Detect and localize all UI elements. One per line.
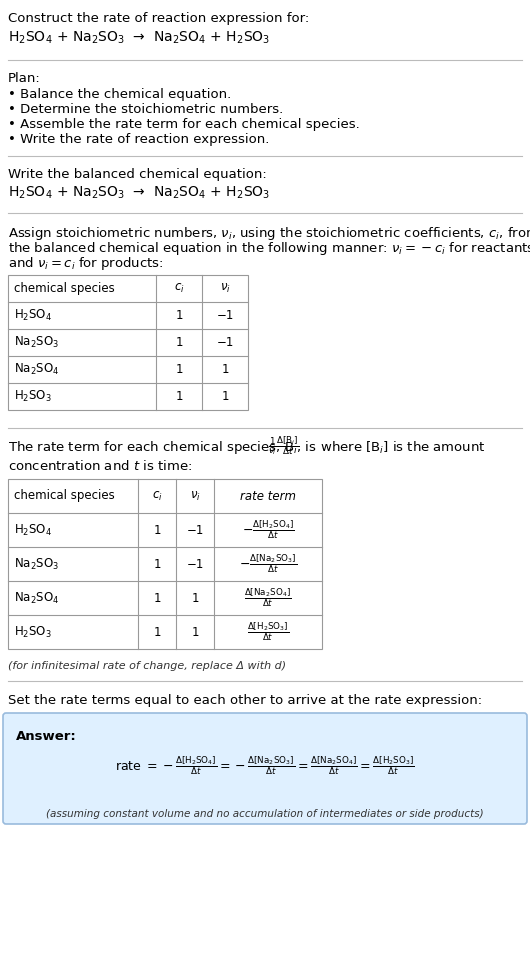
Text: 1: 1 xyxy=(221,363,229,376)
Text: $-\frac{\Delta[\mathrm{H_2SO_4}]}{\Delta t}$: $-\frac{\Delta[\mathrm{H_2SO_4}]}{\Delta… xyxy=(242,518,294,541)
Text: 1: 1 xyxy=(175,309,183,322)
Bar xyxy=(8,275,248,410)
Text: $c_i$: $c_i$ xyxy=(174,282,184,295)
Text: 1: 1 xyxy=(175,390,183,403)
Text: H$_2$SO$_3$: H$_2$SO$_3$ xyxy=(14,624,52,640)
Text: • Write the rate of reaction expression.: • Write the rate of reaction expression. xyxy=(8,133,269,146)
Text: where [B$_i$] is the amount: where [B$_i$] is the amount xyxy=(316,440,485,456)
Text: 1: 1 xyxy=(175,336,183,349)
Text: 1: 1 xyxy=(153,558,161,570)
Text: chemical species: chemical species xyxy=(14,489,115,503)
Text: $\frac{1}{\nu_i}\frac{\Delta[\mathrm{B}_i]}{\Delta t}$: $\frac{1}{\nu_i}\frac{\Delta[\mathrm{B}_… xyxy=(268,434,299,458)
Text: H$_2$SO$_4$ + Na$_2$SO$_3$  →  Na$_2$SO$_4$ + H$_2$SO$_3$: H$_2$SO$_4$ + Na$_2$SO$_3$ → Na$_2$SO$_4… xyxy=(8,185,270,202)
Text: 1: 1 xyxy=(175,363,183,376)
Text: 1: 1 xyxy=(153,523,161,536)
Text: H$_2$SO$_3$: H$_2$SO$_3$ xyxy=(14,389,52,404)
Text: 1: 1 xyxy=(191,592,199,605)
Text: • Determine the stoichiometric numbers.: • Determine the stoichiometric numbers. xyxy=(8,103,283,116)
Text: concentration and $t$ is time:: concentration and $t$ is time: xyxy=(8,459,192,473)
Text: H$_2$SO$_4$ + Na$_2$SO$_3$  →  Na$_2$SO$_4$ + H$_2$SO$_3$: H$_2$SO$_4$ + Na$_2$SO$_3$ → Na$_2$SO$_4… xyxy=(8,30,270,46)
Text: $\frac{\Delta[\mathrm{H_2SO_3}]}{\Delta t}$: $\frac{\Delta[\mathrm{H_2SO_3}]}{\Delta … xyxy=(247,620,289,643)
Text: rate term: rate term xyxy=(240,489,296,503)
Text: Construct the rate of reaction expression for:: Construct the rate of reaction expressio… xyxy=(8,12,309,25)
Text: H$_2$SO$_4$: H$_2$SO$_4$ xyxy=(14,522,52,538)
Text: $\frac{\Delta[\mathrm{Na_2SO_4}]}{\Delta t}$: $\frac{\Delta[\mathrm{Na_2SO_4}]}{\Delta… xyxy=(244,587,292,610)
Text: −1: −1 xyxy=(187,558,204,570)
Text: Na$_2$SO$_3$: Na$_2$SO$_3$ xyxy=(14,557,59,571)
Text: 1: 1 xyxy=(153,592,161,605)
Text: Answer:: Answer: xyxy=(16,730,77,743)
Text: Set the rate terms equal to each other to arrive at the rate expression:: Set the rate terms equal to each other t… xyxy=(8,694,482,707)
Text: Plan:: Plan: xyxy=(8,72,41,85)
Bar xyxy=(8,479,322,649)
Text: the balanced chemical equation in the following manner: $\nu_i = -c_i$ for react: the balanced chemical equation in the fo… xyxy=(8,240,530,257)
Text: $\nu_i$: $\nu_i$ xyxy=(190,489,200,503)
Text: • Balance the chemical equation.: • Balance the chemical equation. xyxy=(8,88,231,101)
Text: (assuming constant volume and no accumulation of intermediates or side products): (assuming constant volume and no accumul… xyxy=(46,809,484,819)
Text: Na$_2$SO$_4$: Na$_2$SO$_4$ xyxy=(14,590,59,606)
Text: 1: 1 xyxy=(221,390,229,403)
Text: and $\nu_i = c_i$ for products:: and $\nu_i = c_i$ for products: xyxy=(8,255,164,272)
Text: $c_i$: $c_i$ xyxy=(152,489,162,503)
Text: 1: 1 xyxy=(191,625,199,639)
Text: 1: 1 xyxy=(153,625,161,639)
Text: Write the balanced chemical equation:: Write the balanced chemical equation: xyxy=(8,168,267,181)
Text: −1: −1 xyxy=(216,336,234,349)
Text: Na$_2$SO$_4$: Na$_2$SO$_4$ xyxy=(14,362,59,377)
Text: chemical species: chemical species xyxy=(14,282,115,295)
Text: • Assemble the rate term for each chemical species.: • Assemble the rate term for each chemic… xyxy=(8,118,360,131)
Text: $-\frac{\Delta[\mathrm{Na_2SO_3}]}{\Delta t}$: $-\frac{\Delta[\mathrm{Na_2SO_3}]}{\Delt… xyxy=(239,553,297,575)
Text: Assign stoichiometric numbers, $\nu_i$, using the stoichiometric coefficients, $: Assign stoichiometric numbers, $\nu_i$, … xyxy=(8,225,530,242)
Text: −1: −1 xyxy=(187,523,204,536)
Text: H$_2$SO$_4$: H$_2$SO$_4$ xyxy=(14,308,52,323)
Text: Na$_2$SO$_3$: Na$_2$SO$_3$ xyxy=(14,335,59,350)
FancyBboxPatch shape xyxy=(3,713,527,824)
Text: −1: −1 xyxy=(216,309,234,322)
Text: $\nu_i$: $\nu_i$ xyxy=(219,282,231,295)
Text: rate $= -\frac{\Delta[\mathrm{H_2SO_4}]}{\Delta t} = -\frac{\Delta[\mathrm{Na_2S: rate $= -\frac{\Delta[\mathrm{H_2SO_4}]}… xyxy=(115,755,415,777)
Text: The rate term for each chemical species, B$_i$, is: The rate term for each chemical species,… xyxy=(8,439,317,457)
Text: (for infinitesimal rate of change, replace Δ with d): (for infinitesimal rate of change, repla… xyxy=(8,661,286,671)
